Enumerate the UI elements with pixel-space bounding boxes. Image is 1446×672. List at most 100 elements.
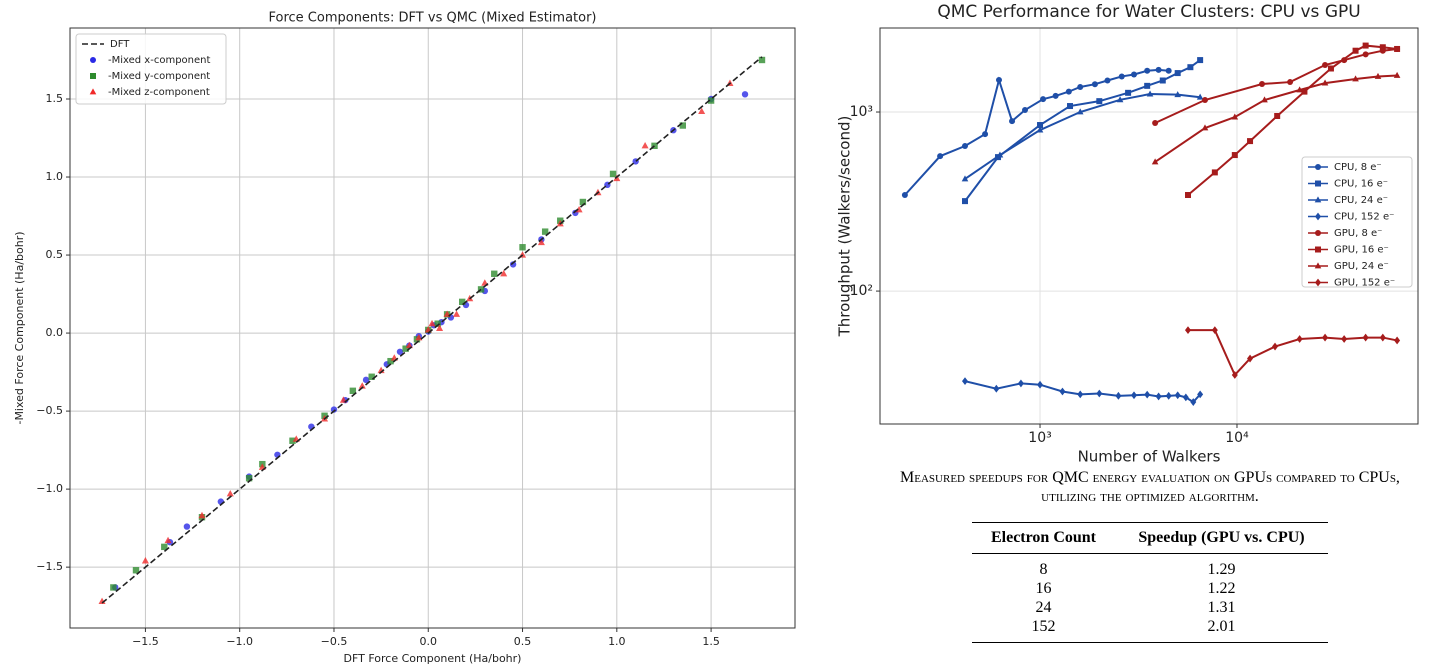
series-line xyxy=(964,93,1201,180)
point xyxy=(1174,70,1181,77)
point xyxy=(226,489,234,497)
point xyxy=(962,143,969,150)
legend-label: CPU, 24 e⁻ xyxy=(1334,195,1388,206)
legend-label: DFT xyxy=(110,39,130,50)
point xyxy=(1362,333,1369,342)
point xyxy=(1322,333,1329,342)
point xyxy=(1151,158,1159,165)
point xyxy=(1379,333,1386,342)
point xyxy=(330,406,338,413)
point xyxy=(453,310,461,317)
point xyxy=(1322,62,1329,69)
point xyxy=(1197,57,1204,64)
y-tick-label: 1.5 xyxy=(46,92,64,105)
chart-title: Force Components: DFT vs QMC (Mixed Esti… xyxy=(268,11,596,26)
legend-label: GPU, 152 e⁻ xyxy=(1334,278,1395,289)
point xyxy=(1341,335,1348,343)
point xyxy=(132,567,140,574)
legend-swatch xyxy=(1315,230,1321,236)
point xyxy=(995,76,1002,83)
legend-swatch xyxy=(90,57,96,63)
point xyxy=(1211,169,1218,176)
point xyxy=(1152,120,1159,127)
table-row: 152 2.01 xyxy=(972,617,1328,643)
table-row: 8 1.29 xyxy=(972,554,1328,580)
point xyxy=(1321,79,1329,86)
point xyxy=(1231,113,1239,120)
point xyxy=(1037,380,1044,389)
point xyxy=(1146,90,1154,97)
legend-swatch xyxy=(1315,246,1321,253)
point xyxy=(537,238,545,246)
legend-label: CPU, 152 e⁻ xyxy=(1334,212,1394,223)
plot-frame xyxy=(69,27,796,629)
table-row: 24 1.31 xyxy=(972,598,1328,617)
point xyxy=(1184,192,1191,199)
point xyxy=(1174,391,1181,400)
table-cell: 16 xyxy=(1035,580,1052,597)
point xyxy=(1076,108,1084,115)
x-tick-label: 0.0 xyxy=(420,635,438,648)
point xyxy=(1352,47,1359,54)
legend-swatch xyxy=(1314,262,1322,269)
legend-label: -Mixed x-component xyxy=(108,55,210,66)
point xyxy=(1374,72,1382,79)
table-cell: 1.22 xyxy=(1207,580,1236,597)
y-tick-label: −0.5 xyxy=(36,404,63,417)
point xyxy=(1115,391,1122,400)
y-tick-label: 0.0 xyxy=(46,326,64,339)
x-axis-label: DFT Force Component (Ha/bohr) xyxy=(344,652,522,665)
legend-box xyxy=(75,33,227,105)
point xyxy=(641,141,649,149)
y-tick-label: −1.5 xyxy=(36,560,63,573)
point xyxy=(1394,336,1401,345)
point xyxy=(1165,67,1172,74)
legend-label: CPU, 16 e⁻ xyxy=(1334,179,1388,190)
point xyxy=(1272,342,1279,351)
x-tick-label: 1.5 xyxy=(702,635,720,648)
legend-swatch xyxy=(89,88,97,95)
legend-label: GPU, 8 e⁻ xyxy=(1334,228,1382,239)
header-cell: Speedup (GPU vs. CPU) xyxy=(1115,522,1328,554)
point xyxy=(1144,390,1151,399)
point xyxy=(1059,387,1066,396)
y-tick-label: 1.0 xyxy=(46,170,64,183)
point xyxy=(1182,393,1189,402)
point xyxy=(1155,66,1162,73)
point xyxy=(996,151,1004,158)
point xyxy=(1247,138,1254,145)
point xyxy=(428,319,436,327)
x-tick-label: 10⁴ xyxy=(1225,430,1249,446)
point xyxy=(741,91,749,98)
point xyxy=(1394,45,1401,52)
point xyxy=(1327,65,1334,72)
table: Electron Count Speedup (GPU vs. CPU) 8 1.… xyxy=(972,522,1328,643)
point xyxy=(1296,86,1303,93)
legend-label: CPU, 8 e⁻ xyxy=(1334,162,1382,173)
table-caption: Measured speedups for QMC energy evaluat… xyxy=(900,469,1400,505)
point xyxy=(491,270,498,277)
point xyxy=(1130,71,1137,78)
x-tick-label: −0.5 xyxy=(321,635,348,648)
point xyxy=(1196,93,1204,100)
point xyxy=(1190,398,1197,406)
point xyxy=(1091,81,1098,88)
point xyxy=(396,348,404,355)
point xyxy=(1174,91,1181,98)
table-cell: 152 xyxy=(972,617,1115,643)
point xyxy=(1197,390,1204,399)
point xyxy=(1022,107,1029,114)
point xyxy=(1067,103,1074,110)
point xyxy=(1261,96,1268,103)
point xyxy=(1036,126,1044,133)
table-cell: 1.31 xyxy=(1207,599,1236,616)
table-block: Measured speedups for QMC energy evaluat… xyxy=(880,468,1420,643)
point xyxy=(183,523,191,530)
legend-swatch xyxy=(1315,278,1321,287)
legend-swatch xyxy=(1315,164,1321,170)
point xyxy=(698,107,706,115)
point xyxy=(1077,83,1084,90)
point xyxy=(415,333,423,341)
